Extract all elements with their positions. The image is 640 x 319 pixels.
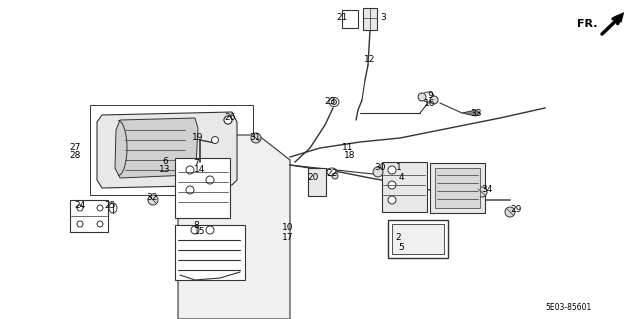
Text: 10: 10 [282, 224, 294, 233]
Text: 6: 6 [162, 158, 168, 167]
Text: 31: 31 [249, 133, 260, 143]
Circle shape [388, 181, 396, 189]
Text: 5: 5 [398, 243, 404, 253]
Bar [430, 163, 485, 213]
Bar [70, 200, 108, 232]
Circle shape [505, 207, 515, 217]
Bar [435, 168, 480, 208]
Text: 34: 34 [481, 186, 493, 195]
Text: 13: 13 [159, 166, 171, 174]
Circle shape [97, 205, 103, 211]
Text: 26: 26 [224, 114, 236, 122]
Circle shape [251, 133, 261, 143]
Polygon shape [115, 118, 198, 178]
Text: 18: 18 [344, 152, 356, 160]
Bar [175, 225, 245, 280]
Bar [308, 168, 326, 196]
Text: 22: 22 [326, 169, 338, 179]
Circle shape [77, 221, 83, 227]
Circle shape [206, 226, 214, 234]
Polygon shape [90, 105, 253, 195]
Text: 21: 21 [336, 13, 348, 23]
Text: 24: 24 [74, 201, 86, 210]
Ellipse shape [422, 92, 434, 102]
Ellipse shape [418, 93, 426, 101]
Text: 7: 7 [193, 159, 199, 167]
Bar [388, 220, 448, 258]
Text: 30: 30 [374, 164, 386, 173]
Circle shape [211, 137, 218, 144]
Circle shape [224, 116, 232, 124]
Circle shape [477, 187, 487, 197]
Circle shape [186, 166, 194, 174]
Circle shape [148, 195, 158, 205]
Text: 27: 27 [69, 144, 81, 152]
Ellipse shape [329, 98, 339, 107]
Text: 12: 12 [364, 56, 376, 64]
Text: 23: 23 [324, 98, 336, 107]
Polygon shape [178, 135, 290, 319]
Text: 20: 20 [307, 174, 319, 182]
Ellipse shape [332, 100, 337, 105]
Text: 28: 28 [69, 152, 81, 160]
Ellipse shape [109, 203, 117, 213]
Circle shape [206, 176, 214, 184]
Text: 2: 2 [395, 234, 401, 242]
Circle shape [373, 167, 383, 177]
Text: 4: 4 [398, 173, 404, 182]
Bar [382, 162, 427, 212]
Text: 15: 15 [195, 227, 205, 236]
Circle shape [388, 196, 396, 204]
Bar [342, 10, 358, 28]
Text: 25: 25 [104, 201, 116, 210]
Text: 16: 16 [424, 99, 436, 108]
Text: 17: 17 [282, 234, 294, 242]
Text: 33: 33 [470, 108, 482, 117]
Circle shape [224, 116, 232, 124]
Text: 32: 32 [147, 194, 157, 203]
Circle shape [388, 166, 396, 174]
Text: 19: 19 [192, 133, 204, 143]
Polygon shape [462, 110, 480, 116]
Bar [363, 8, 377, 30]
Text: 9: 9 [427, 92, 433, 100]
Circle shape [97, 221, 103, 227]
Circle shape [186, 186, 194, 194]
Bar [392, 224, 444, 254]
Text: 5E03-85601: 5E03-85601 [545, 303, 591, 313]
Text: FR.: FR. [577, 19, 598, 29]
Text: 1: 1 [396, 162, 402, 172]
Text: 11: 11 [342, 144, 354, 152]
Text: 14: 14 [195, 166, 205, 174]
Text: 3: 3 [380, 13, 386, 23]
Text: 29: 29 [510, 205, 522, 214]
Bar [175, 158, 230, 218]
Ellipse shape [327, 168, 337, 176]
Polygon shape [97, 112, 237, 188]
Ellipse shape [332, 173, 338, 179]
Ellipse shape [430, 96, 438, 104]
Circle shape [191, 226, 199, 234]
Circle shape [77, 205, 83, 211]
Text: 8: 8 [193, 221, 199, 231]
